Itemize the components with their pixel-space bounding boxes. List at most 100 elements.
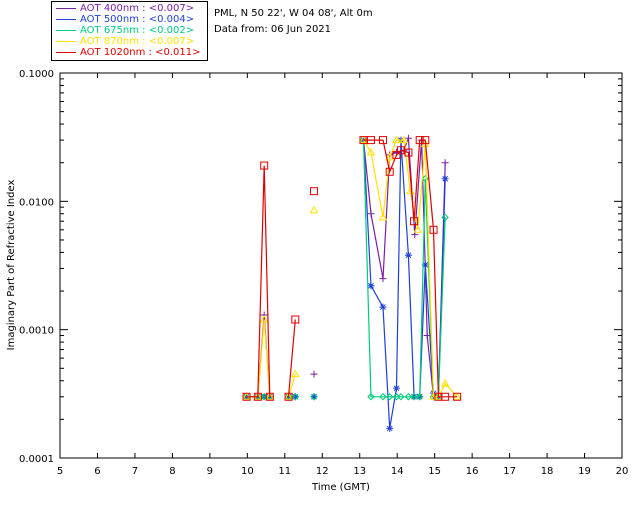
x-axis-ticks: 5 6 7 8 9 10 11 12 13 14 15 16 17 18 19 20 <box>57 73 629 477</box>
data-point <box>440 379 450 387</box>
series-line <box>246 165 271 398</box>
data-point <box>243 393 251 401</box>
series-layer <box>242 134 462 432</box>
x-axis-label: Time (GMT) <box>311 482 370 493</box>
data-point <box>310 393 318 401</box>
x-tick-label: 7 <box>132 466 138 477</box>
data-point <box>310 187 319 196</box>
data-point <box>397 393 405 401</box>
x-tick-label: 14 <box>391 466 404 477</box>
data-point <box>386 424 394 432</box>
data-point <box>366 148 376 156</box>
data-point <box>404 148 413 157</box>
x-tick-label: 20 <box>616 466 629 477</box>
x-tick-label: 8 <box>169 466 175 477</box>
data-point <box>385 152 395 161</box>
site-info: PML, N 50 22', W 04 08', Alt 0m Data fro… <box>214 6 373 38</box>
legend: AOT 400nm : <0.007> AOT 500nm : <0.004> AO… <box>51 1 208 61</box>
data-point <box>284 392 293 401</box>
data-point <box>253 392 262 401</box>
series-square <box>242 136 462 401</box>
data-point <box>415 393 424 401</box>
data-point <box>413 225 423 233</box>
data-point <box>404 251 412 259</box>
x-tick-label: 19 <box>578 466 591 477</box>
data-point <box>441 213 449 222</box>
data-point <box>291 393 299 401</box>
legend-item: AOT 1020nm : <0.011> <box>56 47 200 58</box>
data-point <box>379 303 387 311</box>
data-point <box>399 135 409 144</box>
legend-label: AOT 870nm : <0.007> <box>80 36 195 47</box>
data-point <box>404 134 412 142</box>
data-point <box>367 282 375 290</box>
x-tick-label: 6 <box>94 466 100 477</box>
data-point <box>429 225 438 234</box>
data-point <box>366 136 375 145</box>
data-point <box>259 315 269 323</box>
x-tick-label: 18 <box>541 466 554 477</box>
y-tick-label: 0.0010 <box>19 326 54 337</box>
data-point <box>421 136 430 145</box>
data-point <box>284 392 293 400</box>
x-tick-label: 9 <box>207 466 213 477</box>
data-point <box>367 210 375 218</box>
data-point <box>265 392 275 400</box>
x-tick-label: 16 <box>466 466 479 477</box>
data-point <box>421 261 429 269</box>
data-point <box>441 159 449 167</box>
y-axis-label: Imaginary Part of Refractive Index <box>6 180 17 351</box>
legend-swatch <box>56 51 76 53</box>
legend-swatch <box>56 40 76 42</box>
data-point <box>260 161 269 170</box>
data-point <box>392 384 400 392</box>
x-tick-label: 10 <box>241 466 254 477</box>
data-point <box>291 315 300 324</box>
y-tick-label: 0.0100 <box>19 197 54 208</box>
data-point <box>310 393 318 401</box>
legend-swatch <box>56 7 76 9</box>
legend-label: AOT 500nm : <0.004> <box>80 14 195 25</box>
data-point <box>385 393 394 401</box>
legend-label: AOT 675nm : <0.002> <box>80 25 195 36</box>
series-line <box>363 139 458 398</box>
x-tick-label: 13 <box>353 466 366 477</box>
x-tick-label: 11 <box>278 466 291 477</box>
legend-swatch <box>56 18 76 20</box>
data-point <box>441 175 449 183</box>
data-point <box>379 393 387 401</box>
site-location: PML, N 50 22', W 04 08', Alt 0m <box>214 8 373 19</box>
data-point <box>385 167 394 176</box>
y-tick-label: 0.0001 <box>19 454 54 465</box>
legend-item: AOT 870nm : <0.007> <box>56 36 194 47</box>
data-point <box>242 392 251 401</box>
data-point <box>265 392 274 401</box>
x-tick-label: 12 <box>316 466 329 477</box>
plot-frame <box>59 72 623 459</box>
x-tick-label: 5 <box>57 466 63 477</box>
data-point <box>410 217 419 226</box>
data-point <box>378 212 388 221</box>
legend-item: AOT 675nm : <0.002> <box>56 25 194 36</box>
legend-label: AOT 400nm : <0.007> <box>80 3 195 14</box>
data-point <box>309 205 319 214</box>
x-tick-label: 15 <box>428 466 441 477</box>
data-point <box>290 369 300 378</box>
legend-label: AOT 1020nm : <0.011> <box>80 47 201 58</box>
data-point <box>441 392 450 401</box>
x-tick-label: 17 <box>503 466 516 477</box>
y-axis-ticks: 0.0001 0.0010 0.0100 0.1000 <box>19 69 622 465</box>
data-point <box>367 393 375 401</box>
legend-item: AOT 400nm : <0.007> <box>56 3 194 14</box>
data-point <box>453 392 462 401</box>
legend-swatch <box>56 29 76 31</box>
data-point <box>404 393 413 401</box>
data-point <box>379 275 387 283</box>
data-point <box>410 393 418 401</box>
data-point <box>378 136 387 145</box>
y-tick-label: 0.1000 <box>19 69 54 80</box>
series-line <box>287 319 296 397</box>
data-point <box>421 175 430 183</box>
legend-item: AOT 500nm : <0.004> <box>56 14 194 25</box>
